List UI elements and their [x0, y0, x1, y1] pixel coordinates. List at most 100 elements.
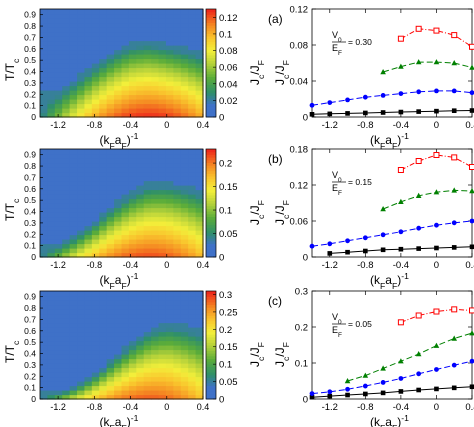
data-point	[398, 246, 404, 252]
heatmap-cell	[106, 189, 115, 195]
heatmap-cell	[91, 367, 100, 373]
heatmap-cell	[84, 94, 93, 100]
heatmap-cell	[180, 216, 189, 222]
heatmap-cell	[47, 76, 56, 82]
heatmap-cell	[106, 85, 115, 91]
heatmap-cell	[114, 225, 123, 231]
heatmap-cell	[128, 99, 137, 105]
heatmap-cell	[195, 189, 204, 195]
heatmap-cell	[121, 349, 130, 355]
heatmap-cell	[188, 252, 197, 258]
heatmap-cell	[40, 9, 49, 15]
heatmap-cell	[77, 363, 86, 369]
heatmap-cell	[54, 81, 63, 87]
heatmap-cell	[77, 354, 86, 360]
heatmap-cell	[54, 394, 63, 400]
heatmap-cell	[128, 327, 137, 333]
heatmap-cell	[195, 381, 204, 387]
heatmap-cell	[99, 318, 108, 324]
heatmap-cell	[99, 72, 108, 78]
heatmap-cell	[91, 216, 100, 222]
heatmap-cell	[180, 385, 189, 391]
heatmap-cell	[180, 54, 189, 60]
heatmap-cell	[99, 239, 108, 245]
heatmap-cell	[136, 203, 145, 209]
heatmap-cell	[128, 291, 137, 297]
heatmap-cell	[62, 304, 71, 310]
heatmap-xlabel: (kFaF)-1	[100, 413, 139, 427]
heatmap-cell	[47, 372, 56, 378]
heatmap-cell	[62, 376, 71, 382]
heatmap-cell	[91, 239, 100, 245]
heatmap-cell	[136, 207, 145, 213]
heatmap-cell	[40, 354, 49, 360]
heatmap-cell	[158, 390, 167, 396]
heatmap-cell	[114, 207, 123, 213]
heatmap-cell	[121, 112, 130, 118]
data-point	[398, 389, 404, 394]
colorbar-segment	[206, 38, 216, 42]
heatmap-cell	[151, 216, 160, 222]
heatmap-cell	[173, 340, 182, 346]
heatmap-cell	[195, 252, 204, 258]
heatmap-cell	[69, 304, 78, 310]
heatmap-cell	[84, 162, 93, 168]
heatmap-cell	[84, 327, 93, 333]
colorbar-segment	[206, 251, 216, 255]
heatmap-cell	[158, 309, 167, 315]
heatmap-cell	[158, 363, 167, 369]
heatmap-cell	[128, 45, 137, 51]
heatmap-cell	[47, 304, 56, 310]
heatmap-xtick-label: -0.4	[123, 402, 139, 412]
heatmap-cell	[99, 31, 108, 37]
panel-row-2: 00.10.20.30.40.50.60.70.80.9-1.2 -0.8 -0.4…	[3, 287, 474, 427]
heatmap-cell	[128, 225, 137, 231]
heatmap-cell	[40, 216, 49, 222]
heatmap-cell	[40, 158, 49, 164]
heatmap-cell	[114, 216, 123, 222]
heatmap-cell	[143, 349, 152, 355]
heatmap-cell	[143, 45, 152, 51]
heatmap-cell	[69, 90, 78, 96]
line-xtick-label: -0.8	[357, 260, 373, 271]
heatmap-cell	[77, 72, 86, 78]
data-point	[415, 59, 422, 65]
heatmap-cell	[151, 149, 160, 155]
colorbar-label-part: /J	[248, 347, 262, 356]
heatmap-ytick-label: 0.1	[24, 383, 36, 393]
annotation-value: = 0.05	[348, 319, 372, 329]
line-xlabel-part: F	[380, 423, 385, 427]
heatmap-cell	[143, 81, 152, 87]
colorbar-segment	[206, 243, 216, 247]
heatmap-cell	[106, 203, 115, 209]
heatmap-ylabel: T/Tc	[3, 198, 21, 221]
heatmap-cell	[128, 90, 137, 96]
heatmap-cell	[143, 49, 152, 55]
heatmap-cell	[136, 331, 145, 337]
heatmap-cell	[165, 167, 174, 173]
heatmap-cell	[84, 13, 93, 19]
heatmap-cell	[195, 58, 204, 64]
heatmap-cell	[40, 85, 49, 91]
heatmap-cell	[69, 327, 78, 333]
heatmap-cell	[158, 194, 167, 200]
heatmap-cell	[84, 385, 93, 391]
heatmap-cell	[84, 354, 93, 360]
colorbar-segment	[206, 235, 216, 239]
heatmap-cell	[54, 313, 63, 319]
colorbar-segment	[206, 315, 216, 319]
heatmap-cell	[188, 63, 197, 69]
heatmap-cell	[54, 162, 63, 168]
heatmap-cell	[47, 167, 56, 173]
heatmap-cell	[165, 304, 174, 310]
heatmap-cell	[128, 354, 137, 360]
heatmap-cell	[195, 345, 204, 351]
heatmap-cell	[165, 149, 174, 155]
heatmap-cell	[106, 243, 115, 249]
heatmap-cell	[128, 158, 137, 164]
heatmap-cell	[77, 31, 86, 37]
heatmap-cell	[165, 180, 174, 186]
heatmap-cell	[106, 153, 115, 159]
heatmap-cell	[158, 239, 167, 245]
heatmap-cell	[173, 49, 182, 55]
